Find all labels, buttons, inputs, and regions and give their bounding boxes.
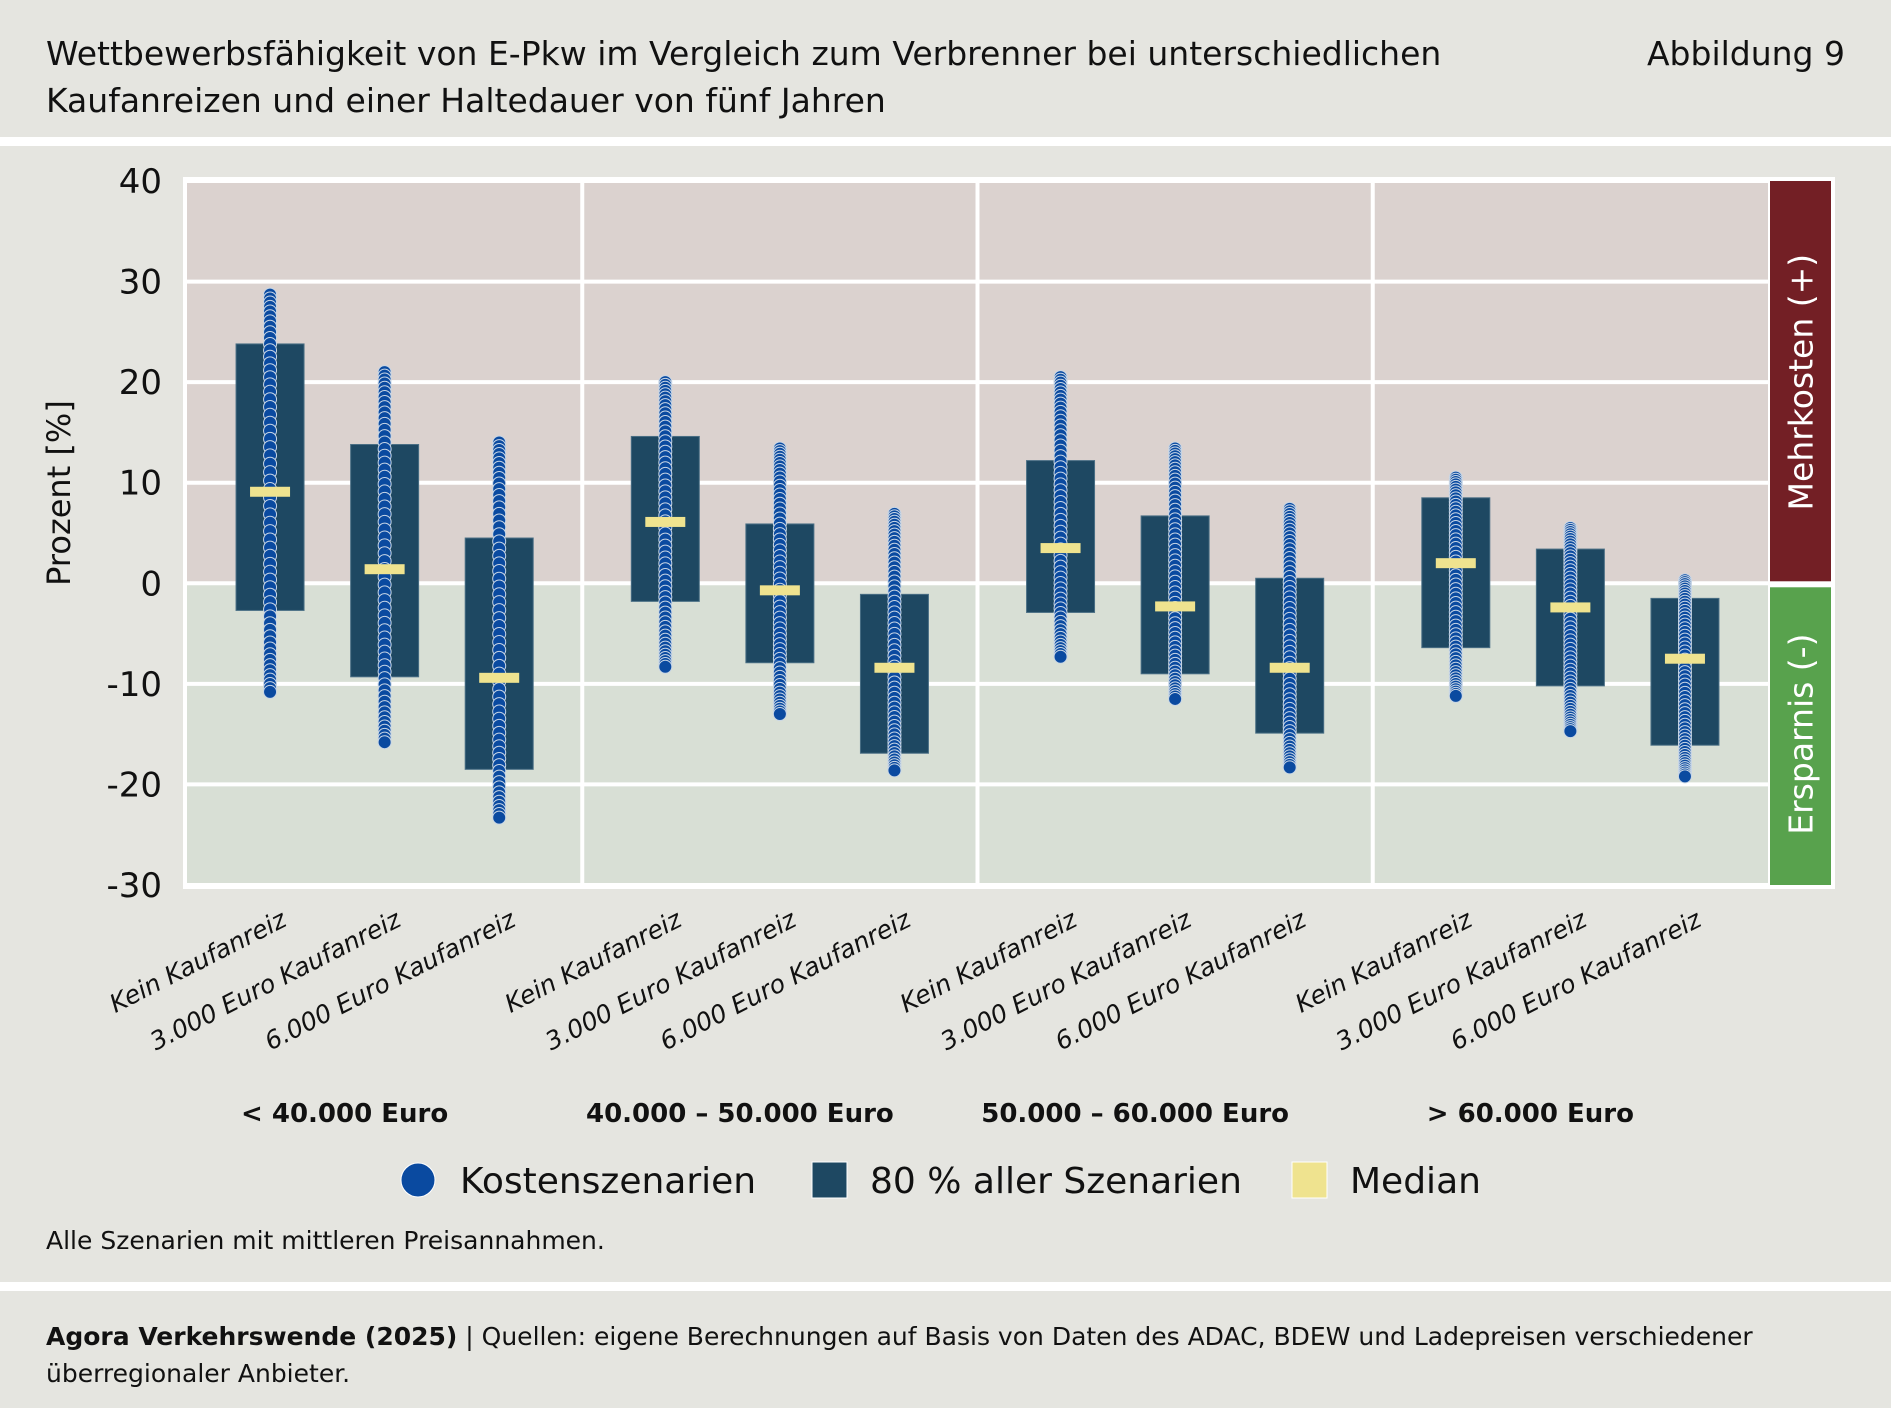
legend-label: Kostenszenarien [460,1161,756,1200]
median-marker [1269,662,1310,673]
median-marker [759,585,800,596]
scenario-point [1168,691,1183,706]
median-marker [1040,543,1081,554]
chart-note: Alle Szenarien mit mittleren Preisannahm… [46,1226,605,1255]
scenario-point [1282,760,1297,775]
source-text: | Quellen: eigene Berechnungen auf Basis… [46,1322,1753,1388]
y-tick-label: 0 [140,564,162,604]
legend-point-icon [400,1162,436,1198]
header: Wettbewerbsfähigkeit von E-Pkw im Vergle… [0,0,1891,137]
zone-label-cost-bg [1770,181,1831,582]
y-tick-label: 20 [119,363,162,403]
median-marker [1435,558,1476,569]
y-axis-label: Prozent [%] [40,400,78,586]
legend-median-icon [1291,1161,1328,1199]
scenario-point [1053,649,1068,664]
scenario-point [772,707,787,722]
scenario-point [263,684,278,699]
median-marker [1550,602,1591,613]
group-label: < 40.000 Euro [241,1099,448,1129]
legend-label: 80 % aller Szenarien [870,1161,1242,1200]
footer-source: Agora Verkehrswende (2025) | Quellen: ei… [46,1318,1846,1392]
median-marker [1664,653,1705,664]
y-tick-label: 10 [119,464,162,504]
y-tick-label: -30 [106,866,162,906]
median-marker [874,662,915,673]
figure-label: Abbildung 9 [1646,34,1845,73]
chart: 40 30 20 10 0 -10 -20 -30 Prozent [%] Mehrkosten … [40,162,1835,1200]
scenario-point [1677,769,1692,784]
group-label: 50.000 – 60.000 Euro [981,1099,1289,1129]
y-tick-label: -10 [106,665,162,705]
scenario-point [887,763,902,778]
y-tick-label: 30 [119,263,162,303]
legend-box-icon [811,1161,848,1199]
median-marker [1155,601,1196,612]
scenario-point [377,735,392,750]
median-marker [250,486,291,497]
group-label: > 60.000 Euro [1427,1099,1634,1129]
title-line-1: Wettbewerbsfähigkeit von E-Pkw im Vergle… [46,34,1442,73]
zone-label-saving: Ersparnis (-) [1782,634,1821,835]
group-label: 40.000 – 50.000 Euro [586,1099,894,1129]
y-tick-label: -20 [106,765,162,805]
y-tick-label: 40 [119,162,162,202]
divider-bottom [0,1282,1891,1291]
zone-label-cost: Mehrkosten (+) [1782,254,1821,511]
median-marker [645,516,686,527]
median-marker [479,672,520,683]
median-marker [364,564,405,575]
scenario-point [1448,688,1463,703]
zone-label-saving-bg [1770,587,1831,885]
title-line-2: Kaufanreizen und einer Haltedauer von fü… [46,81,886,120]
scenario-point [492,810,507,825]
chart-title: Wettbewerbsfähigkeit von E-Pkw im Vergle… [46,30,1546,124]
source-author: Agora Verkehrswende (2025) [46,1322,458,1351]
scenario-point [658,659,673,674]
divider-top [0,137,1891,146]
scenario-point [1563,724,1578,739]
legend-label: Median [1350,1161,1481,1200]
